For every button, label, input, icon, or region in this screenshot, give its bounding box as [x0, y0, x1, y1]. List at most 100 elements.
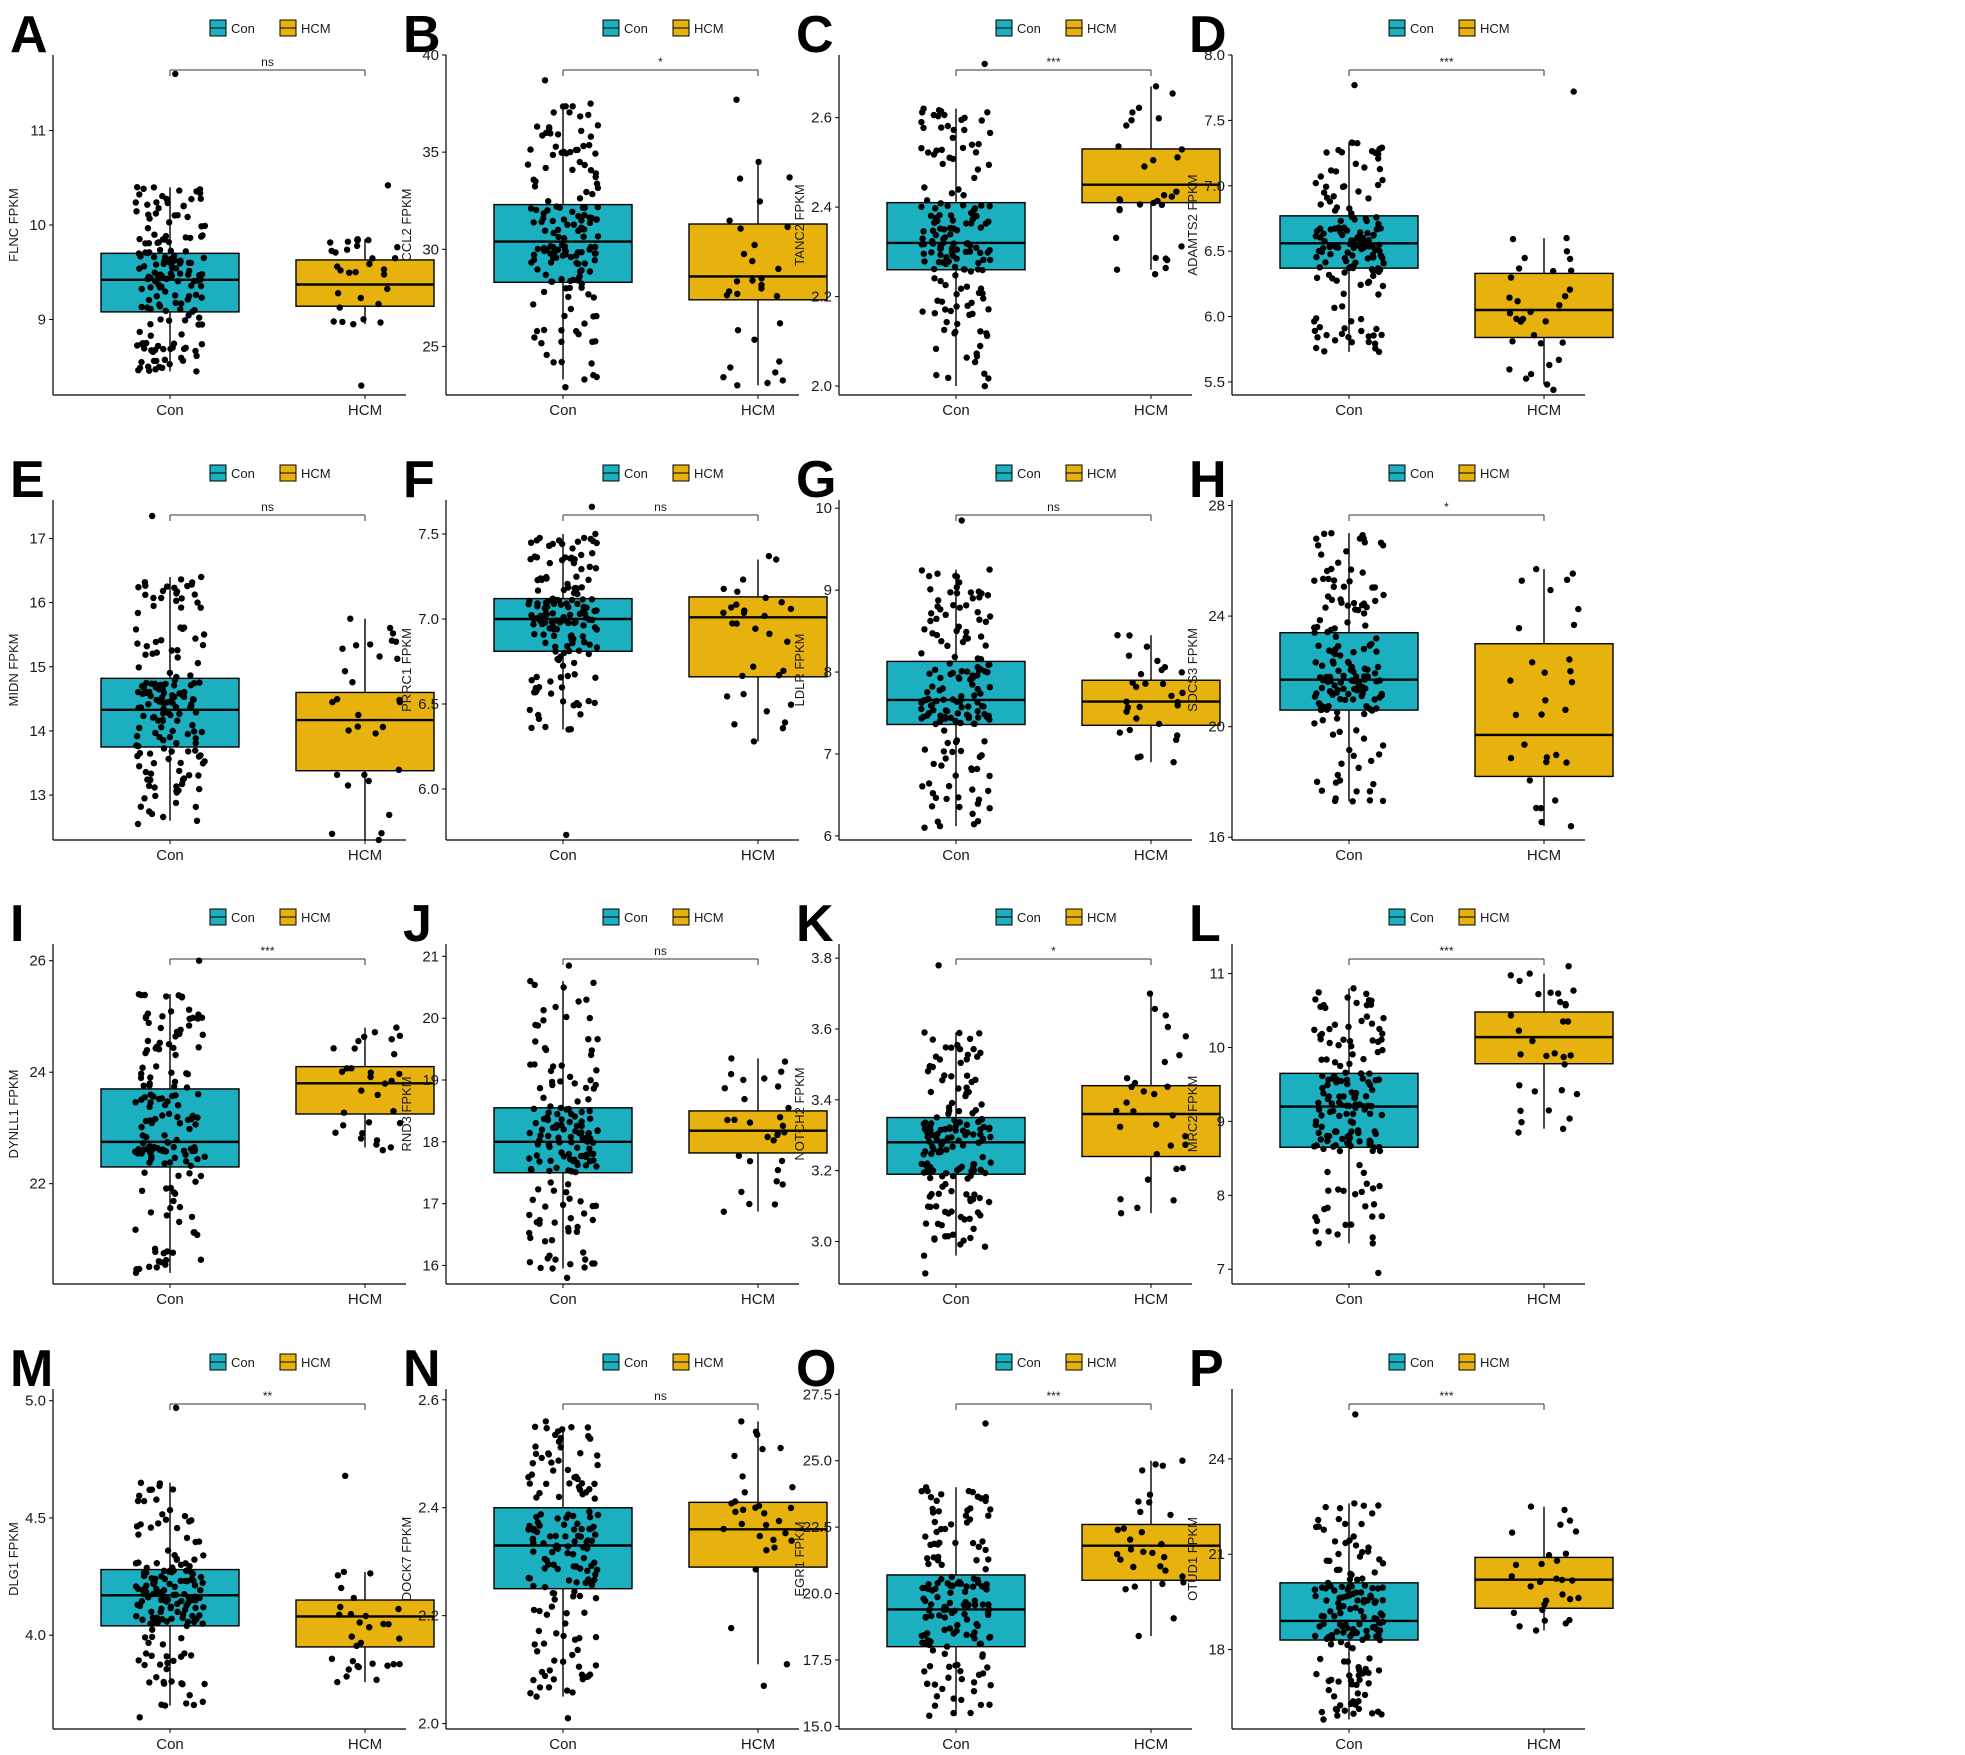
- data-point: [967, 1505, 974, 1512]
- data-point: [550, 109, 557, 116]
- data-point: [1359, 1575, 1366, 1582]
- data-point: [1318, 1123, 1325, 1131]
- data-point: [136, 763, 143, 770]
- data-point: [1347, 1700, 1355, 1708]
- data-point: [1164, 1023, 1172, 1031]
- data-point: [1506, 366, 1513, 373]
- data-point: [550, 1676, 557, 1683]
- data-point: [1323, 149, 1330, 156]
- data-point: [1359, 690, 1366, 697]
- data-point: [192, 709, 200, 716]
- data-point: [569, 166, 576, 173]
- data-point: [754, 1431, 761, 1438]
- data-point: [1550, 386, 1557, 393]
- data-point: [558, 241, 566, 248]
- data-point: [585, 291, 592, 298]
- data-point: [1506, 294, 1513, 301]
- data-point: [167, 1008, 175, 1015]
- data-point: [365, 236, 372, 244]
- data-point: [1322, 183, 1330, 190]
- y-tick-label: 3.6: [811, 1021, 832, 1038]
- data-point: [1138, 1529, 1146, 1536]
- data-point: [529, 1536, 536, 1543]
- data-point: [734, 290, 741, 298]
- data-point: [1376, 266, 1384, 273]
- box-iqr: [295, 259, 435, 307]
- data-point: [162, 307, 169, 314]
- data-point: [534, 603, 541, 610]
- data-point: [591, 257, 598, 264]
- data-point: [779, 1122, 787, 1130]
- significance-bracket: ns: [562, 944, 759, 965]
- data-point: [1342, 1221, 1349, 1229]
- data-point: [197, 1587, 204, 1594]
- data-point: [559, 698, 567, 705]
- data-point: [1331, 1613, 1338, 1620]
- data-point: [1152, 254, 1159, 262]
- data-point: [140, 684, 148, 691]
- data-point: [937, 712, 944, 719]
- data-point: [974, 166, 982, 173]
- data-point: [178, 300, 185, 307]
- data-point: [355, 711, 362, 719]
- data-point: [181, 317, 189, 324]
- data-point: [1311, 693, 1319, 700]
- data-point: [527, 539, 535, 546]
- data-point: [372, 730, 379, 737]
- data-point: [143, 1047, 151, 1054]
- data-point: [1355, 188, 1362, 195]
- data-point: [1322, 259, 1329, 266]
- data-point: [788, 1537, 795, 1544]
- data-point: [1339, 303, 1346, 310]
- data-point: [568, 1139, 575, 1146]
- data-point: [582, 1162, 590, 1169]
- data-point: [787, 1504, 795, 1512]
- data-point: [594, 1461, 601, 1469]
- data-point: [1113, 1107, 1120, 1115]
- box-con: [493, 1418, 633, 1722]
- data-point: [740, 1076, 747, 1084]
- data-point: [549, 595, 556, 602]
- data-point: [947, 224, 954, 232]
- data-point: [774, 1083, 782, 1090]
- data-point: [959, 1142, 967, 1149]
- y-axis-label: TANC2 FPKM: [792, 184, 807, 265]
- legend: Con HCM: [1388, 464, 1510, 482]
- data-point: [173, 597, 180, 604]
- data-point: [1149, 1549, 1156, 1557]
- data-point: [740, 250, 748, 258]
- data-point: [189, 1576, 196, 1584]
- data-point: [1345, 659, 1352, 667]
- data-point: [575, 998, 582, 1005]
- data-point: [1349, 1590, 1356, 1598]
- data-point: [1538, 711, 1545, 718]
- data-point: [1316, 324, 1324, 331]
- data-point: [395, 1605, 402, 1613]
- y-tick-label: 6.0: [418, 781, 439, 798]
- data-point: [970, 821, 978, 828]
- data-point: [986, 129, 994, 137]
- data-point: [1350, 1533, 1357, 1540]
- data-point: [581, 320, 588, 327]
- data-point: [527, 1690, 534, 1697]
- y-tick-label: 21: [422, 948, 439, 965]
- data-point: [927, 1131, 935, 1139]
- legend-label-hcm: HCM: [1480, 1355, 1510, 1370]
- box-hcm: [1081, 1457, 1221, 1640]
- data-point: [155, 205, 162, 212]
- y-tick-label: 17: [422, 1196, 439, 1213]
- data-point: [1352, 1191, 1359, 1198]
- data-point: [974, 699, 981, 706]
- data-point: [1356, 1161, 1363, 1169]
- data-point: [193, 352, 200, 360]
- y-tick-label: 6.5: [418, 696, 439, 713]
- data-point: [956, 1029, 963, 1037]
- data-point: [200, 1552, 207, 1559]
- data-point: [187, 1652, 195, 1659]
- data-point: [920, 228, 927, 235]
- data-point: [963, 1631, 970, 1639]
- data-point: [577, 1152, 585, 1160]
- data-point: [592, 1662, 600, 1669]
- data-point: [953, 584, 960, 591]
- data-point: [530, 1548, 537, 1555]
